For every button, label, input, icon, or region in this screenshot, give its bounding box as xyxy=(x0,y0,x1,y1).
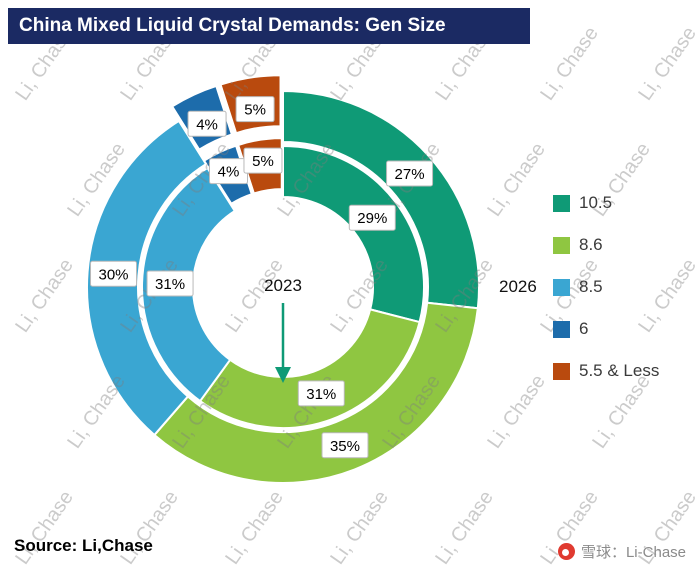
slice-label-2023-5.5 & Less: 5% xyxy=(252,153,274,170)
legend-item-5.5-less: 5.5 & Less xyxy=(553,361,659,381)
slice-label-2026-8.5: 30% xyxy=(98,266,128,283)
legend-label: 6 xyxy=(579,319,589,338)
slice-label-box xyxy=(187,110,227,137)
slice-label-2023-8.6: 31% xyxy=(306,386,336,403)
legend-swatch-icon xyxy=(553,320,570,338)
slice-label-2026-8.6: 35% xyxy=(330,438,360,455)
footer-brand-text: 雪球：Li-Chase xyxy=(580,544,686,561)
legend-swatch-icon xyxy=(553,194,570,212)
outer-year-label: 2026 xyxy=(499,277,537,296)
legend-item-10.5: 10.5 xyxy=(553,193,659,213)
slice-2026-8.6 xyxy=(153,301,479,484)
slice-label-box xyxy=(90,260,138,287)
xueqiu-logo-icon xyxy=(557,543,575,560)
legend-swatch-icon xyxy=(553,362,570,380)
legend-swatch-icon xyxy=(553,236,570,254)
legend-item-6: 6 xyxy=(553,319,659,339)
legend-label: 10.5 xyxy=(579,193,613,212)
legend-item-8.5: 8.5 xyxy=(553,277,659,297)
slice-2026-8.5 xyxy=(86,119,207,436)
slice-label-2026-5.5 & Less: 5% xyxy=(244,102,266,119)
slice-2023-10.5 xyxy=(282,145,425,324)
slice-label-box xyxy=(348,204,396,231)
slice-label-box xyxy=(297,380,345,407)
footer-brand: 雪球：Li-Chase xyxy=(557,541,686,562)
slice-2023-8.6 xyxy=(199,308,421,429)
legend-item-8.6: 8.6 xyxy=(553,235,659,255)
slice-label-box xyxy=(321,432,369,459)
slice-label-box xyxy=(386,160,434,187)
legend: 10.5 8.6 8.5 6 5.5 & Less xyxy=(553,193,659,403)
slice-label-2026-6: 4% xyxy=(196,116,218,133)
legend-label: 5.5 & Less xyxy=(579,361,660,380)
legend-swatch-icon xyxy=(553,278,570,296)
source-label: Source: Li,Chase xyxy=(14,536,153,555)
slice-label-box xyxy=(243,147,283,174)
legend-label: 8.5 xyxy=(579,277,603,296)
slice-label-box xyxy=(146,270,194,297)
center-year-label: 2023 xyxy=(264,276,302,295)
page-title: China Mixed Liquid Crystal Demands: Gen … xyxy=(8,8,530,44)
slice-label-2023-8.5: 31% xyxy=(155,276,185,293)
donut-rings xyxy=(86,74,480,484)
slice-labels: 29% 31% 31% 4% 5% 27% 35% 30% 4% 5% xyxy=(90,96,434,459)
down-arrow-icon xyxy=(275,303,291,383)
slice-label-box xyxy=(235,96,275,123)
slice-label-2023-10.5: 29% xyxy=(357,210,387,227)
slice-label-2026-10.5: 27% xyxy=(395,166,425,183)
legend-label: 8.6 xyxy=(579,235,603,254)
slice-label-2023-6: 4% xyxy=(218,164,240,181)
